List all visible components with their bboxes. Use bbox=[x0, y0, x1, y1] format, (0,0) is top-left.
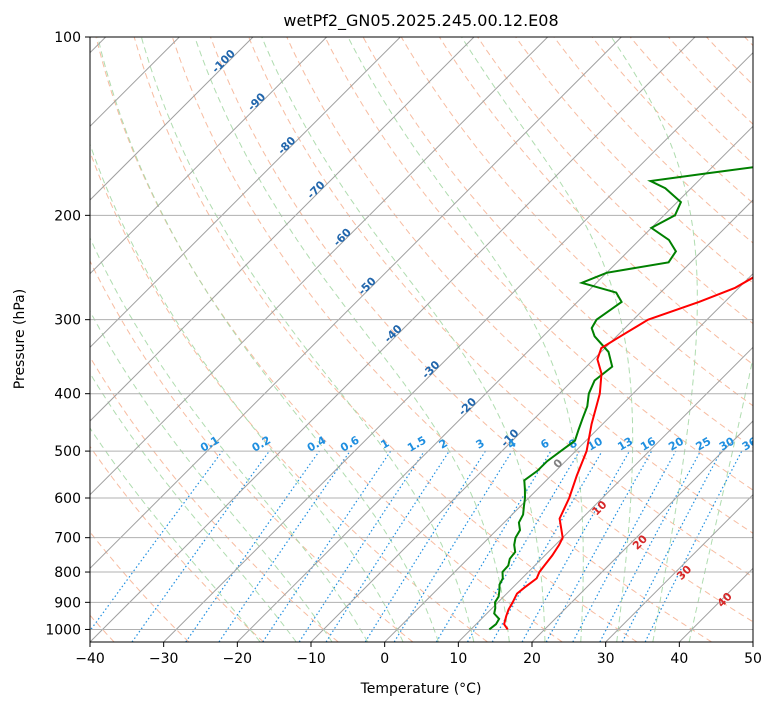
mixing-ratio-line bbox=[298, 450, 425, 642]
moist-adiabat-line bbox=[688, 355, 753, 642]
dry-adiabat-line bbox=[133, 37, 638, 642]
pressure-gridlines bbox=[90, 37, 753, 630]
x-tick-label: 0 bbox=[380, 651, 389, 667]
mixing-ratio-line bbox=[90, 450, 223, 632]
isotherm-line bbox=[90, 37, 549, 496]
isotherm-line bbox=[605, 493, 753, 642]
isotherm-line bbox=[90, 37, 622, 570]
mixing-ratio-line bbox=[521, 450, 631, 642]
y-axis-ticks: 100 200 300 400 500 600 700 800 900 1000 bbox=[45, 30, 90, 638]
x-tick-label: 30 bbox=[597, 651, 615, 667]
dry-adiabat-line bbox=[90, 356, 339, 642]
x-tick-label: 40 bbox=[670, 651, 688, 667]
isotherm-line bbox=[90, 37, 254, 201]
x-tick-label: −30 bbox=[149, 651, 179, 667]
y-axis-label: Pressure (hPa) bbox=[12, 289, 28, 389]
y-tick-label: 800 bbox=[54, 565, 81, 581]
moist-adiabat-line bbox=[90, 372, 297, 642]
moist-adiabat-line bbox=[90, 142, 404, 642]
temperature-line bbox=[503, 276, 753, 630]
x-tick-label: 20 bbox=[523, 651, 541, 667]
dry-adiabat-line bbox=[210, 37, 753, 623]
x-tick-label: −40 bbox=[75, 651, 105, 667]
mixing-ratio-line bbox=[325, 450, 450, 642]
x-axis-ticks: −40 −30 −20 −10 0 10 20 30 40 50 bbox=[75, 642, 762, 667]
x-axis-label: Temperature (°C) bbox=[360, 681, 482, 697]
mixing-ratio-line bbox=[262, 450, 392, 642]
dry-adiabat-line bbox=[248, 37, 753, 578]
moist-adiabat-line bbox=[97, 37, 439, 642]
moist-adiabat-line bbox=[347, 37, 584, 642]
mixing-ratio-line bbox=[218, 450, 351, 642]
moist-adiabat-line bbox=[90, 310, 333, 642]
isotherm-line bbox=[90, 37, 696, 642]
dry-adiabat-line bbox=[90, 445, 264, 642]
dry-adiabat-line bbox=[515, 37, 753, 284]
isotherms bbox=[90, 37, 753, 642]
isotherm-line bbox=[90, 37, 401, 349]
y-tick-label: 500 bbox=[54, 444, 81, 460]
y-tick-label: 900 bbox=[54, 595, 81, 611]
dry-adiabats bbox=[90, 37, 753, 642]
x-tick-label: 10 bbox=[449, 651, 467, 667]
mixing-ratio-line bbox=[185, 450, 320, 642]
moist-adiabat-line bbox=[140, 37, 475, 642]
mixing-ratio-line bbox=[644, 450, 743, 642]
isotherm-line bbox=[90, 37, 475, 422]
moist-adiabat-line bbox=[461, 37, 634, 642]
isotherm-line bbox=[236, 125, 753, 642]
mixing-ratio-line bbox=[131, 450, 270, 642]
dry-adiabat-line bbox=[324, 37, 753, 491]
y-tick-label: 1000 bbox=[45, 622, 81, 638]
isotherm-line bbox=[90, 37, 328, 275]
moist-adiabat-line bbox=[90, 236, 369, 642]
plot-area: -100-90-80-70-60-50-40-30-20-1000.1 0.2 0.… bbox=[90, 37, 753, 642]
y-tick-label: 300 bbox=[54, 313, 81, 329]
dry-adiabat-line bbox=[171, 37, 712, 642]
moist-adiabat-line bbox=[610, 37, 698, 642]
isotherm-line bbox=[531, 420, 753, 642]
moist-adiabat-line bbox=[194, 37, 510, 642]
y-tick-label: 400 bbox=[54, 387, 81, 403]
isotherm-line bbox=[163, 51, 753, 642]
x-tick-label: −10 bbox=[296, 651, 326, 667]
dry-adiabat-line bbox=[286, 37, 753, 534]
dewpoint-line bbox=[488, 166, 753, 631]
plot-frame bbox=[89, 36, 754, 643]
y-tick-label: 100 bbox=[54, 30, 81, 46]
moist-adiabats bbox=[90, 37, 753, 642]
isotherm-line bbox=[384, 272, 753, 642]
mixing-ratio-line bbox=[393, 450, 513, 642]
moist-adiabat-line bbox=[261, 37, 546, 642]
mixing-ratio-lines bbox=[90, 450, 743, 642]
y-tick-label: 700 bbox=[54, 531, 81, 547]
x-tick-label: −20 bbox=[223, 651, 253, 667]
y-tick-label: 200 bbox=[54, 208, 81, 224]
chart-title: wetPf2_GN05.2025.245.00.12.E08 bbox=[283, 11, 558, 31]
mixing-ratio-line bbox=[545, 450, 653, 642]
x-tick-label: 50 bbox=[744, 651, 762, 667]
dry-adiabat-line bbox=[90, 259, 414, 642]
moist-adiabat-line bbox=[90, 427, 261, 642]
y-tick-label: 600 bbox=[54, 491, 81, 507]
isotherm-line bbox=[457, 346, 753, 642]
mixing-ratio-line bbox=[572, 450, 677, 642]
